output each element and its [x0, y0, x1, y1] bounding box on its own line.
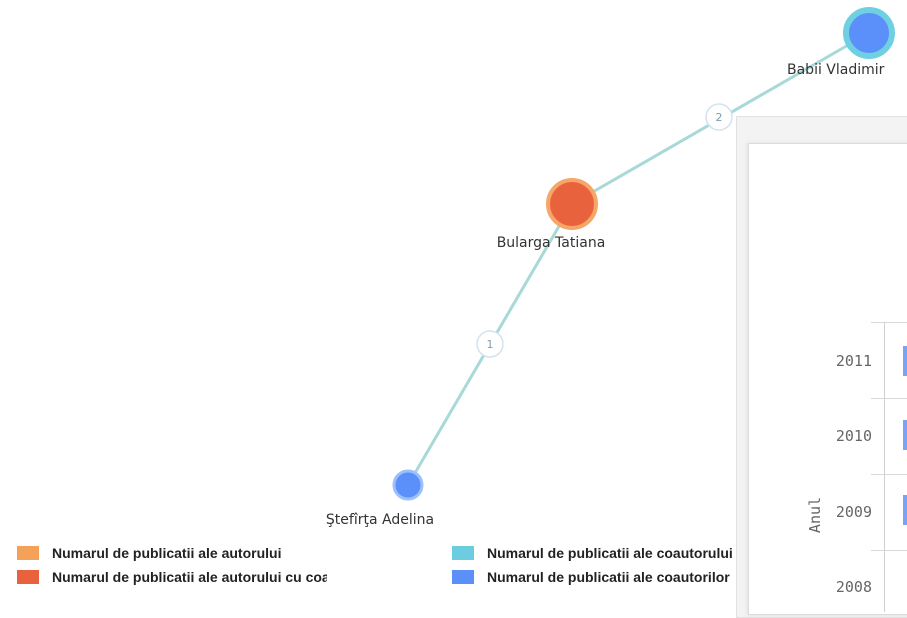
node-bularga-tatiana[interactable]: Bularga Tatiana	[497, 178, 606, 251]
year-label-2008: 2008	[835, 578, 872, 596]
node-babii-circle[interactable]	[843, 7, 895, 59]
node-bularga-label: Bularga Tatiana	[497, 235, 606, 251]
legend-swatch	[17, 546, 39, 560]
legend-label: Numarul de publicatii ale coautorilor	[487, 569, 730, 585]
node-stefirta-circle[interactable]	[392, 469, 424, 501]
legend-item-author-coauthors: Numarul de publicatii ale autorului cu c…	[17, 568, 327, 588]
node-babii-label: Babii Vladimir	[787, 62, 885, 78]
node-stefirta-adelina[interactable]: Ştefîrţa Adelina	[326, 469, 434, 528]
legend-label: Numarul de publicatii ale coautorului	[487, 545, 733, 561]
legend-item-coauthor: Numarul de publicatii ale coautorului	[452, 544, 755, 564]
legend-label: Numarul de publicatii ale autorului cu c…	[52, 569, 327, 585]
year-label-2009: 2009	[835, 503, 872, 521]
year-axis-tick	[871, 322, 907, 323]
legend-item-coauthors: Numarul de publicatii ale coautorilor	[452, 568, 755, 588]
legend-swatch	[452, 546, 474, 560]
year-axis-title: Anul	[806, 496, 824, 534]
year-axis-tick	[871, 550, 907, 551]
author-year-chart-panel	[748, 143, 907, 615]
legend-swatch	[17, 570, 39, 584]
node-stefirta-label: Ştefîrţa Adelina	[326, 512, 434, 528]
legend-item-author: Numarul de publicatii ale autorului	[17, 544, 327, 564]
edge-label-bularga-babii: 2	[705, 103, 733, 131]
node-bularga-circle[interactable]	[546, 178, 598, 230]
year-axis-tick	[871, 474, 907, 475]
year-label-2011: 2011	[835, 352, 872, 370]
year-label-2010: 2010	[835, 427, 872, 445]
svg-text:2: 2	[716, 111, 723, 124]
year-axis-line	[884, 322, 885, 612]
coauthor-network-graph: 2 1 Babii Vladimir Bularga Tatiana Ştefî…	[326, 7, 895, 528]
node-babii-vladimir[interactable]: Babii Vladimir	[787, 7, 895, 78]
edge-label-stefirta-bularga: 1	[476, 330, 504, 358]
year-bar-2009[interactable]	[903, 495, 907, 525]
svg-text:1: 1	[487, 338, 494, 351]
legend-swatch	[452, 570, 474, 584]
year-bar-2010[interactable]	[903, 420, 907, 450]
legend-label: Numarul de publicatii ale autorului	[52, 545, 282, 561]
year-bar-2011[interactable]	[903, 346, 907, 376]
year-axis-tick	[871, 398, 907, 399]
